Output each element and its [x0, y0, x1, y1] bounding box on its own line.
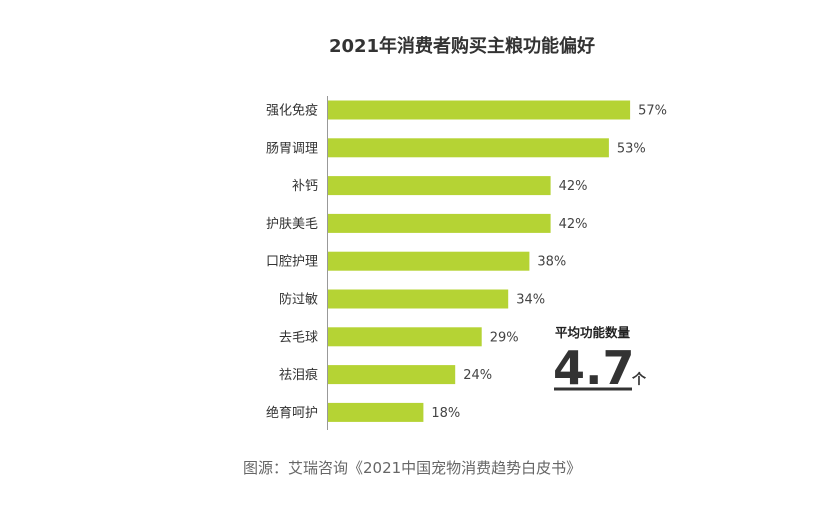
- value-labels-group: 57% 53% 42% 42% 38% 34% 29% 24% 18%: [431, 104, 667, 421]
- value-label: 24%: [463, 368, 492, 383]
- value-label: 42%: [559, 217, 588, 232]
- value-label: 38%: [537, 255, 566, 270]
- average-value: 4.7: [553, 341, 635, 395]
- category-label: 口腔护理: [266, 255, 318, 270]
- category-label: 绝育呵护: [266, 405, 318, 421]
- bar: [328, 100, 631, 120]
- bar: [328, 402, 424, 422]
- value-label: 53%: [617, 141, 646, 156]
- chart-title: 2021年消费者购买主粮功能偏好: [329, 35, 595, 57]
- category-label: 肠胃调理: [266, 141, 318, 156]
- value-label: 57%: [638, 104, 667, 119]
- category-label: 防过敏: [279, 292, 318, 308]
- bar: [328, 365, 456, 385]
- value-label: 29%: [490, 330, 519, 345]
- average-annotation: 平均功能数量 4.7 个: [553, 325, 647, 395]
- bars-group: [328, 100, 631, 422]
- average-caption: 平均功能数量: [555, 325, 631, 340]
- category-label: 护肤美毛: [266, 217, 318, 232]
- bar: [328, 327, 482, 347]
- bar: [328, 138, 609, 158]
- bar: [328, 289, 509, 309]
- category-label: 去毛球: [279, 330, 318, 345]
- category-label: 补钙: [292, 179, 318, 194]
- average-unit: 个: [631, 371, 647, 388]
- bar: [328, 251, 530, 271]
- category-label: 强化免疫: [266, 103, 318, 119]
- bar: [328, 176, 551, 196]
- source-caption: 图源：艾瑞咨询《2021中国宠物消费趋势白皮书》: [243, 459, 581, 477]
- category-label: 祛泪痕: [279, 367, 318, 383]
- bar: [328, 213, 551, 233]
- value-label: 34%: [516, 293, 545, 308]
- value-label: 18%: [431, 406, 460, 421]
- value-label: 42%: [559, 179, 588, 194]
